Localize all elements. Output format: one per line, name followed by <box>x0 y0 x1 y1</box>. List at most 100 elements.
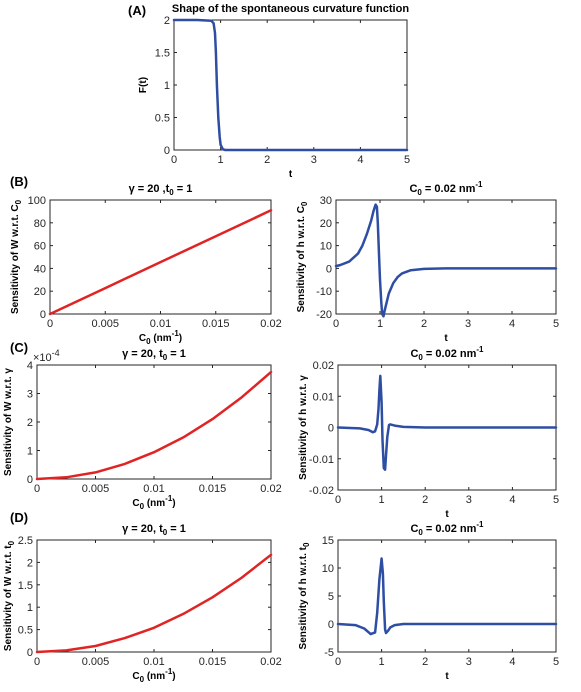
series-line-a-0 <box>172 18 409 152</box>
x-tick-label: 1 <box>218 154 224 166</box>
x-tick-label: 5 <box>553 318 559 330</box>
y-tick-label: 0.5 <box>18 625 33 637</box>
y-tick-label: 20 <box>34 286 46 298</box>
x-tick-label: 5 <box>553 494 559 506</box>
x-tick-label: 1 <box>379 656 385 668</box>
x-tick-label: 0 <box>335 494 341 506</box>
y-tick-label: 0.01 <box>313 391 334 403</box>
x-tick-label: 0 <box>335 656 341 668</box>
x-axis-label: C0 (nm-1) <box>139 329 182 346</box>
y-tick-label: 0.02 <box>313 360 334 372</box>
chart-panel-d1: (D) 0 0.005 0.01 0.015 0.02 0 0.5 1 1.5 2 2.5 γ = 20… <box>3 510 282 684</box>
series-line-b1-0 <box>48 209 273 316</box>
x-axis-label: C0 (nm-1) <box>132 667 175 684</box>
x-tick-label: 0.02 <box>260 656 281 668</box>
y-tick-label: 1 <box>27 446 33 458</box>
y-axis-label: Sensitivity of W w.r.t. t0 <box>3 540 16 651</box>
y-tick-label: 20 <box>320 218 332 230</box>
x-tick-label: 4 <box>509 494 515 506</box>
x-tick-label: 2 <box>264 154 270 166</box>
plot-frame <box>49 199 272 315</box>
y-tick-label: 0 <box>328 619 334 631</box>
x-tick-label: 0.01 <box>150 318 171 330</box>
chart-title: C0 = 0.02 nm-1 <box>410 345 484 362</box>
x-axis-label: t <box>289 169 293 180</box>
x-tick-label: 2 <box>422 656 428 668</box>
x-axis-label: t <box>445 671 449 682</box>
x-tick-label: 0.01 <box>143 656 164 668</box>
chart-title: γ = 20 ,t0 = 1 <box>129 183 193 197</box>
y-tick-label: 40 <box>34 263 46 275</box>
x-tick-label: 0.005 <box>82 656 110 668</box>
y-axis-label: Sensitivity of W w.r.t. C0 <box>10 199 23 314</box>
y-axis-label: Sensitivity of W w.r.t. γ <box>3 368 14 476</box>
plot-frame <box>36 364 272 480</box>
plot-frame <box>36 539 272 653</box>
y-tick-label: 4 <box>27 360 33 372</box>
y-tick-label: 1.5 <box>155 48 170 60</box>
x-tick-label: 0.01 <box>143 483 164 495</box>
y-tick-label: -0.01 <box>309 454 334 466</box>
y-tick-label: 10 <box>322 563 334 575</box>
y-tick-label: 1.5 <box>18 580 33 592</box>
y-tick-label: 2.5 <box>18 535 33 547</box>
x-tick-label: 3 <box>466 494 472 506</box>
y-tick-label: 0 <box>27 474 33 486</box>
y-axis-label: Sensitivity of h w.r.t. t0 <box>298 542 311 649</box>
x-tick-label: 1 <box>379 494 385 506</box>
x-tick-label: 2 <box>422 494 428 506</box>
y-tick-label: 10 <box>320 241 332 253</box>
x-tick-label: 3 <box>465 318 471 330</box>
x-tick-label: 5 <box>553 656 559 668</box>
x-tick-label: 0 <box>34 656 40 668</box>
y-tick-label: 0 <box>328 423 334 435</box>
y-tick-label: 0 <box>326 263 332 275</box>
y-tick-label: 0 <box>27 647 33 659</box>
y-tick-label: 2 <box>27 557 33 569</box>
chart-title: γ = 20, t0 = 1 <box>122 523 186 537</box>
x-tick-label: 4 <box>357 154 363 166</box>
x-tick-label: 0.015 <box>199 656 227 668</box>
y-tick-label: 0.5 <box>155 113 170 125</box>
series-line-d1-0 <box>35 553 273 654</box>
y-axis-label: Sensitivity of h w.r.t. C0 <box>296 201 309 312</box>
x-tick-label: 2 <box>421 318 427 330</box>
series-line-c2-0 <box>336 374 558 471</box>
x-axis-label: t <box>445 509 449 520</box>
y-axis-label: Sensitivity of h w.r.t. γ <box>298 375 309 480</box>
y-tick-label: 0 <box>164 145 170 157</box>
y-tick-label: 80 <box>34 218 46 230</box>
plot-frame <box>335 199 557 315</box>
y-axis-label: F(t) <box>138 77 149 93</box>
x-tick-label: 4 <box>509 318 515 330</box>
series-line-d2-0 <box>336 557 558 636</box>
x-tick-label: 0.005 <box>82 483 110 495</box>
x-tick-label: 0.02 <box>260 483 281 495</box>
x-tick-label: 0 <box>333 318 339 330</box>
y-tick-label: 1 <box>27 602 33 614</box>
y-exponent-label: ×10-4 <box>33 348 60 364</box>
series-line-b2-0 <box>334 203 558 318</box>
y-tick-label: -20 <box>316 309 332 321</box>
y-tick-label: 15 <box>322 535 334 547</box>
chart-panel-c2: 0 1 2 3 4 5 -0.02 -0.01 0 0.01 0.02 C0 = 0.02 nm-1 t… <box>298 345 559 520</box>
x-tick-label: 0 <box>171 154 177 166</box>
x-tick-label: 3 <box>311 154 317 166</box>
y-tick-label: 3 <box>27 389 33 401</box>
x-tick-label: 0.02 <box>260 318 281 330</box>
y-tick-label: 5 <box>328 591 334 603</box>
chart-title: C0 = 0.02 nm-1 <box>409 180 483 197</box>
panel-label: (B) <box>10 174 28 189</box>
panel-label: (D) <box>10 510 28 525</box>
panel-label: (A) <box>128 3 146 18</box>
x-tick-label: 0 <box>47 318 53 330</box>
y-tick-label: 60 <box>34 241 46 253</box>
panel-label: (C) <box>10 340 28 355</box>
plot-frame <box>173 19 408 151</box>
y-tick-label: 100 <box>28 195 46 207</box>
y-tick-label: 1 <box>164 80 170 92</box>
y-tick-label: 2 <box>27 417 33 429</box>
x-tick-label: 0.015 <box>202 318 230 330</box>
